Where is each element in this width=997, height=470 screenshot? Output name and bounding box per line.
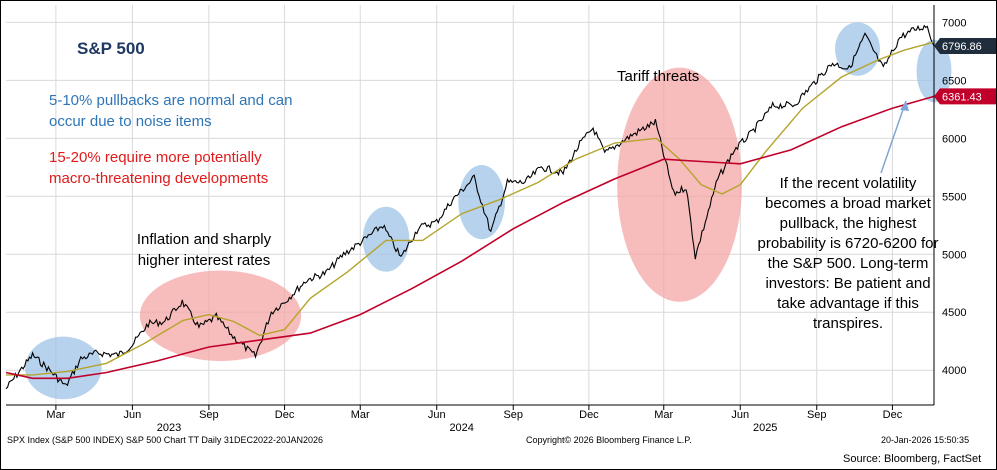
x-tick-label: Jun: [124, 409, 142, 421]
x-tick-label: Mar: [654, 409, 673, 421]
price-badges: 6796.86 6361.43: [934, 37, 996, 105]
highlight-ellipse: [835, 22, 880, 76]
year-label: 2023: [157, 422, 181, 434]
inflation-annotation: Inflation and sharply higher interest ra…: [136, 231, 272, 269]
source-note: Source: Bloomberg, FactSet: [843, 453, 982, 465]
y-tick-label: 6000: [942, 133, 966, 145]
x-tick-label: Sep: [503, 409, 523, 421]
x-tick-label: Mar: [46, 409, 65, 421]
footer-description: SPX Index (S&P 500 INDEX) S&P 500 Chart …: [7, 435, 324, 445]
outlook-annotation: If the recent volatility becomes a broad…: [757, 175, 939, 332]
last-price-badge-text: 6796.86: [942, 41, 982, 53]
correction-note: 15-20% require more potentially macro-th…: [49, 149, 269, 187]
year-label: 2025: [753, 422, 777, 434]
price-line: [5, 24, 935, 390]
y-tick-label: 7000: [942, 17, 966, 29]
x-tick-label: Sep: [807, 409, 827, 421]
ma200-badge-shape: [934, 88, 996, 105]
y-tick-label: 6500: [942, 75, 966, 87]
highlight-ellipse: [458, 165, 505, 240]
x-tick-label: Dec: [883, 409, 903, 421]
highlight-ellipse: [617, 67, 742, 302]
highlight-ellipse: [362, 206, 410, 272]
y-tick-label: 4500: [942, 307, 966, 319]
ma200-badge-text: 6361.43: [942, 91, 982, 103]
tariff-annotation: Tariff threats: [617, 68, 700, 85]
highlight-ellipse: [25, 336, 102, 400]
y-tick-label: 4000: [942, 365, 966, 377]
ma50-line: [6, 41, 935, 376]
year-label: 2024: [449, 422, 473, 434]
chart-title: S&P 500: [77, 39, 145, 58]
arrow-head: [900, 101, 909, 111]
x-tick-label: Jun: [731, 409, 749, 421]
footer-copyright: Copyright© 2026 Bloomberg Finance L.P.: [526, 435, 692, 445]
axes: 4000 4500 5000 5500 6000 6500 7000 Mar Jun Sep Dec…: [6, 5, 966, 434]
last-price-badge-shape: [934, 37, 996, 54]
arrow-shaft: [880, 100, 907, 174]
y-tick-label: 5000: [942, 249, 966, 261]
x-tick-label: Jun: [428, 409, 446, 421]
x-tick-label: Dec: [579, 409, 599, 421]
x-tick-label: Dec: [275, 409, 295, 421]
ma200-line: [5, 95, 935, 380]
annotation-arrow: [880, 100, 909, 174]
series-lines: [5, 24, 935, 390]
highlight-ellipse: [139, 270, 302, 361]
x-tick-label: Sep: [199, 409, 219, 421]
pullback-note: 5-10% pullbacks are normal and can occur…: [49, 92, 293, 130]
x-tick-label: Mar: [351, 409, 370, 421]
grid-lines: [6, 5, 934, 405]
y-tick-label: 5500: [942, 191, 966, 203]
footer-timestamp: 20-Jan-2026 15:50:35: [881, 435, 970, 445]
